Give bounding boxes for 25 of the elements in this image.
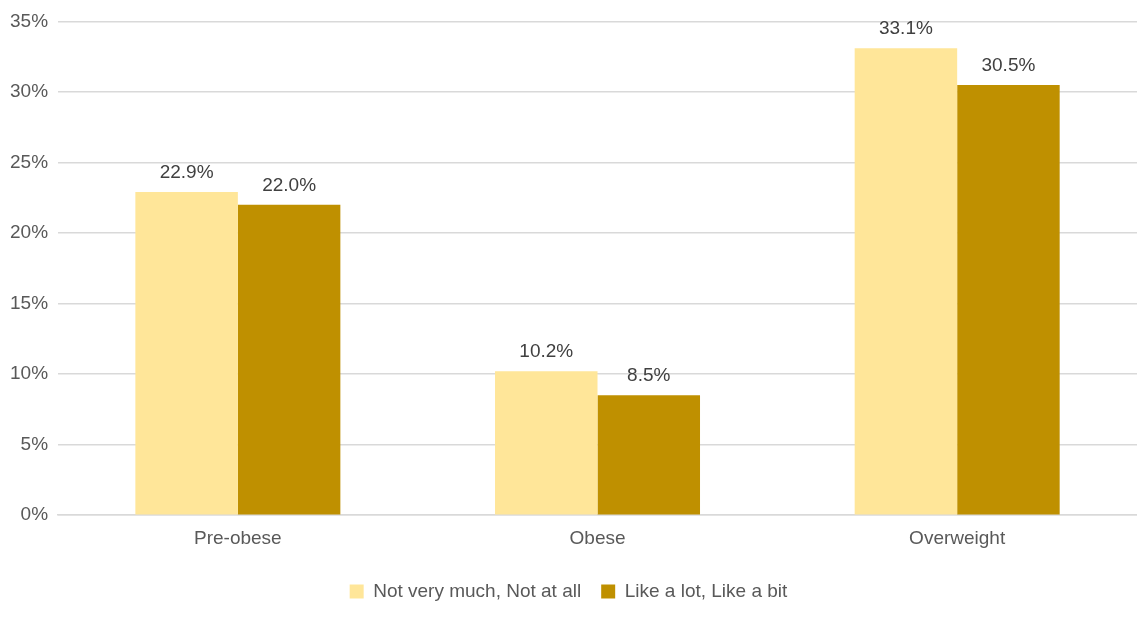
bar (854, 48, 958, 515)
y-tick-label: 5% (20, 432, 49, 454)
data-label: 22.0% (262, 173, 317, 195)
bar (957, 84, 1060, 515)
y-tick-label: 10% (10, 362, 49, 384)
data-label: 10.2% (519, 340, 574, 362)
y-tick-label: 15% (10, 291, 49, 313)
data-label: 22.9% (159, 160, 214, 182)
bar (495, 371, 598, 515)
x-tick-label: Overweight (909, 526, 1006, 548)
y-tick-label: 35% (10, 9, 49, 31)
legend-label: Not very much, Not at all (373, 579, 582, 601)
y-tick-label: 20% (10, 221, 49, 243)
bar (237, 204, 341, 515)
y-tick-label: 30% (10, 80, 49, 102)
data-label: 8.5% (627, 364, 671, 386)
bar (135, 192, 238, 515)
legend-label: Like a lot, Like a bit (624, 579, 789, 601)
x-tick-label: Pre-obese (194, 526, 282, 548)
y-tick-label: 0% (20, 503, 49, 525)
bar (597, 395, 701, 515)
y-tick-label: 25% (10, 150, 49, 172)
data-label: 33.1% (878, 16, 933, 38)
x-tick-label: Obese (569, 526, 626, 548)
data-label: 30.5% (981, 53, 1036, 75)
